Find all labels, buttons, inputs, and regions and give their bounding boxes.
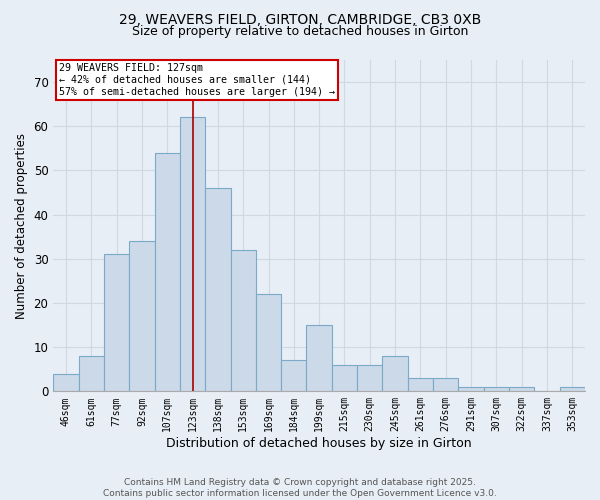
Text: 29 WEAVERS FIELD: 127sqm
← 42% of detached houses are smaller (144)
57% of semi-: 29 WEAVERS FIELD: 127sqm ← 42% of detach… xyxy=(59,64,335,96)
Bar xyxy=(484,387,509,392)
Bar xyxy=(53,374,79,392)
Text: Contains HM Land Registry data © Crown copyright and database right 2025.
Contai: Contains HM Land Registry data © Crown c… xyxy=(103,478,497,498)
Bar xyxy=(230,250,256,392)
Bar xyxy=(256,294,281,392)
Bar xyxy=(129,241,155,392)
X-axis label: Distribution of detached houses by size in Girton: Distribution of detached houses by size … xyxy=(166,437,472,450)
Bar xyxy=(307,325,332,392)
Bar xyxy=(79,356,104,392)
Bar xyxy=(357,365,382,392)
Bar xyxy=(155,153,180,392)
Bar xyxy=(180,118,205,392)
Bar xyxy=(433,378,458,392)
Bar xyxy=(281,360,307,392)
Text: 29, WEAVERS FIELD, GIRTON, CAMBRIDGE, CB3 0XB: 29, WEAVERS FIELD, GIRTON, CAMBRIDGE, CB… xyxy=(119,12,481,26)
Y-axis label: Number of detached properties: Number of detached properties xyxy=(15,132,28,318)
Bar xyxy=(408,378,433,392)
Bar xyxy=(458,387,484,392)
Bar xyxy=(332,365,357,392)
Bar xyxy=(382,356,408,392)
Text: Size of property relative to detached houses in Girton: Size of property relative to detached ho… xyxy=(132,25,468,38)
Bar xyxy=(104,254,129,392)
Bar xyxy=(560,387,585,392)
Bar xyxy=(509,387,535,392)
Bar xyxy=(205,188,230,392)
